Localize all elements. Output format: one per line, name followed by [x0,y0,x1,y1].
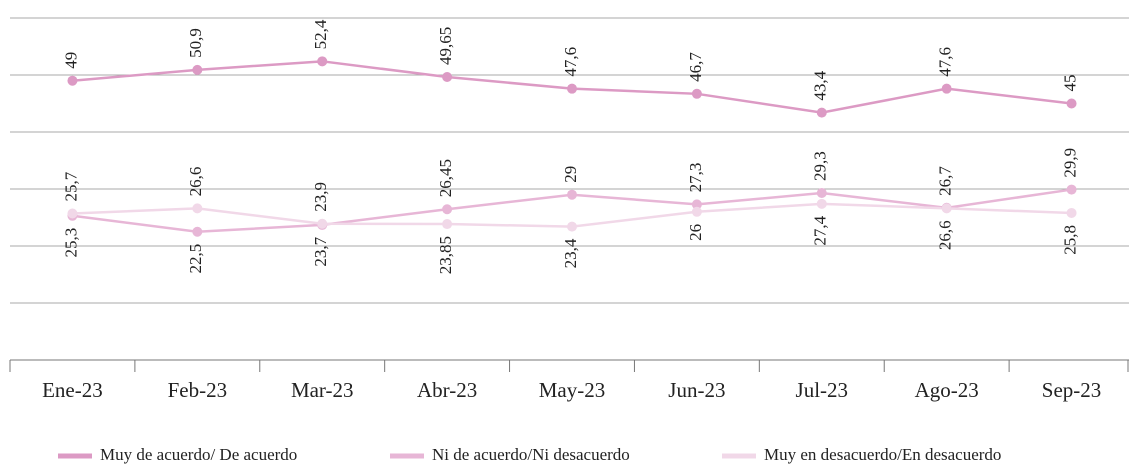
data-label: 26,7 [936,166,955,196]
data-label: 23,7 [311,236,330,266]
data-label: 25,8 [1060,225,1079,255]
data-label: 27,3 [686,163,705,193]
point [442,71,453,82]
data-label: 46,7 [686,52,705,82]
point [816,187,827,198]
data-label: 23,4 [561,238,580,268]
point [1066,207,1077,218]
legend-label: Muy en desacuerdo/En desacuerdo [764,445,1001,464]
point [567,189,577,200]
x-tick-label: Mar-23 [291,378,354,402]
data-label: 47,6 [936,47,955,77]
point [442,204,453,215]
data-label: 27,4 [811,215,830,245]
data-label: 49,65 [436,27,455,65]
data-label: 43,4 [811,70,830,100]
x-tick-label: Abr-23 [417,378,477,402]
data-label: 29,3 [811,151,830,181]
data-label: 23,9 [311,182,330,212]
point [192,203,203,214]
point [567,83,577,94]
point [67,208,78,219]
point [317,56,328,67]
data-label: 29 [561,166,580,183]
data-label: 49 [61,52,80,69]
data-label: 50,9 [186,28,205,58]
point [691,206,702,217]
point [567,221,577,232]
point [192,64,203,75]
point [442,219,453,230]
data-label: 52,4 [311,19,330,49]
point [1066,184,1077,195]
legend-label: Muy de acuerdo/ De acuerdo [100,445,297,464]
data-label: 26,6 [186,167,205,197]
x-tick-label: Ene-23 [42,378,103,402]
data-label: 26,6 [936,220,955,250]
data-label: 45 [1060,75,1079,92]
point [67,75,78,86]
x-tick-label: Jun-23 [668,378,725,402]
data-label: 29,9 [1060,148,1079,178]
point [691,88,702,99]
data-label: 47,6 [561,47,580,77]
legend-label: Ni de acuerdo/Ni desacuerdo [432,445,630,464]
point [816,198,827,209]
point [941,83,952,94]
data-label: 25,7 [61,171,80,201]
x-tick-label: Jul-23 [796,378,849,402]
x-tick-label: Sep-23 [1042,378,1102,402]
point [816,107,827,118]
x-tick-label: Ago-23 [915,378,979,402]
point [1066,98,1077,109]
point [691,199,702,210]
data-label: 26,45 [436,159,455,197]
point [941,203,952,214]
data-label: 26 [686,224,705,241]
x-tick-label: Feb-23 [168,378,228,402]
data-label: 22,5 [186,244,205,274]
data-label: 23,85 [436,236,455,274]
point [317,218,328,229]
x-tick-label: May-23 [539,378,606,402]
point [192,226,203,237]
data-label: 25,3 [61,228,80,258]
